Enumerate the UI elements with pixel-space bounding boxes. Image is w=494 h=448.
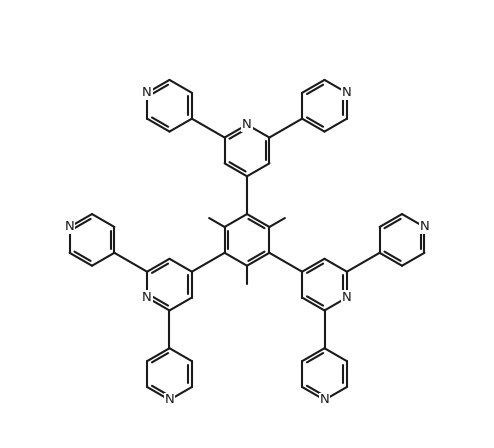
- Text: N: N: [242, 118, 252, 131]
- Text: N: N: [142, 86, 152, 99]
- Text: N: N: [342, 86, 352, 99]
- Text: N: N: [165, 393, 174, 406]
- Text: N: N: [419, 220, 429, 233]
- Text: N: N: [142, 291, 152, 304]
- Text: N: N: [65, 220, 75, 233]
- Text: N: N: [320, 393, 329, 406]
- Text: N: N: [342, 291, 352, 304]
